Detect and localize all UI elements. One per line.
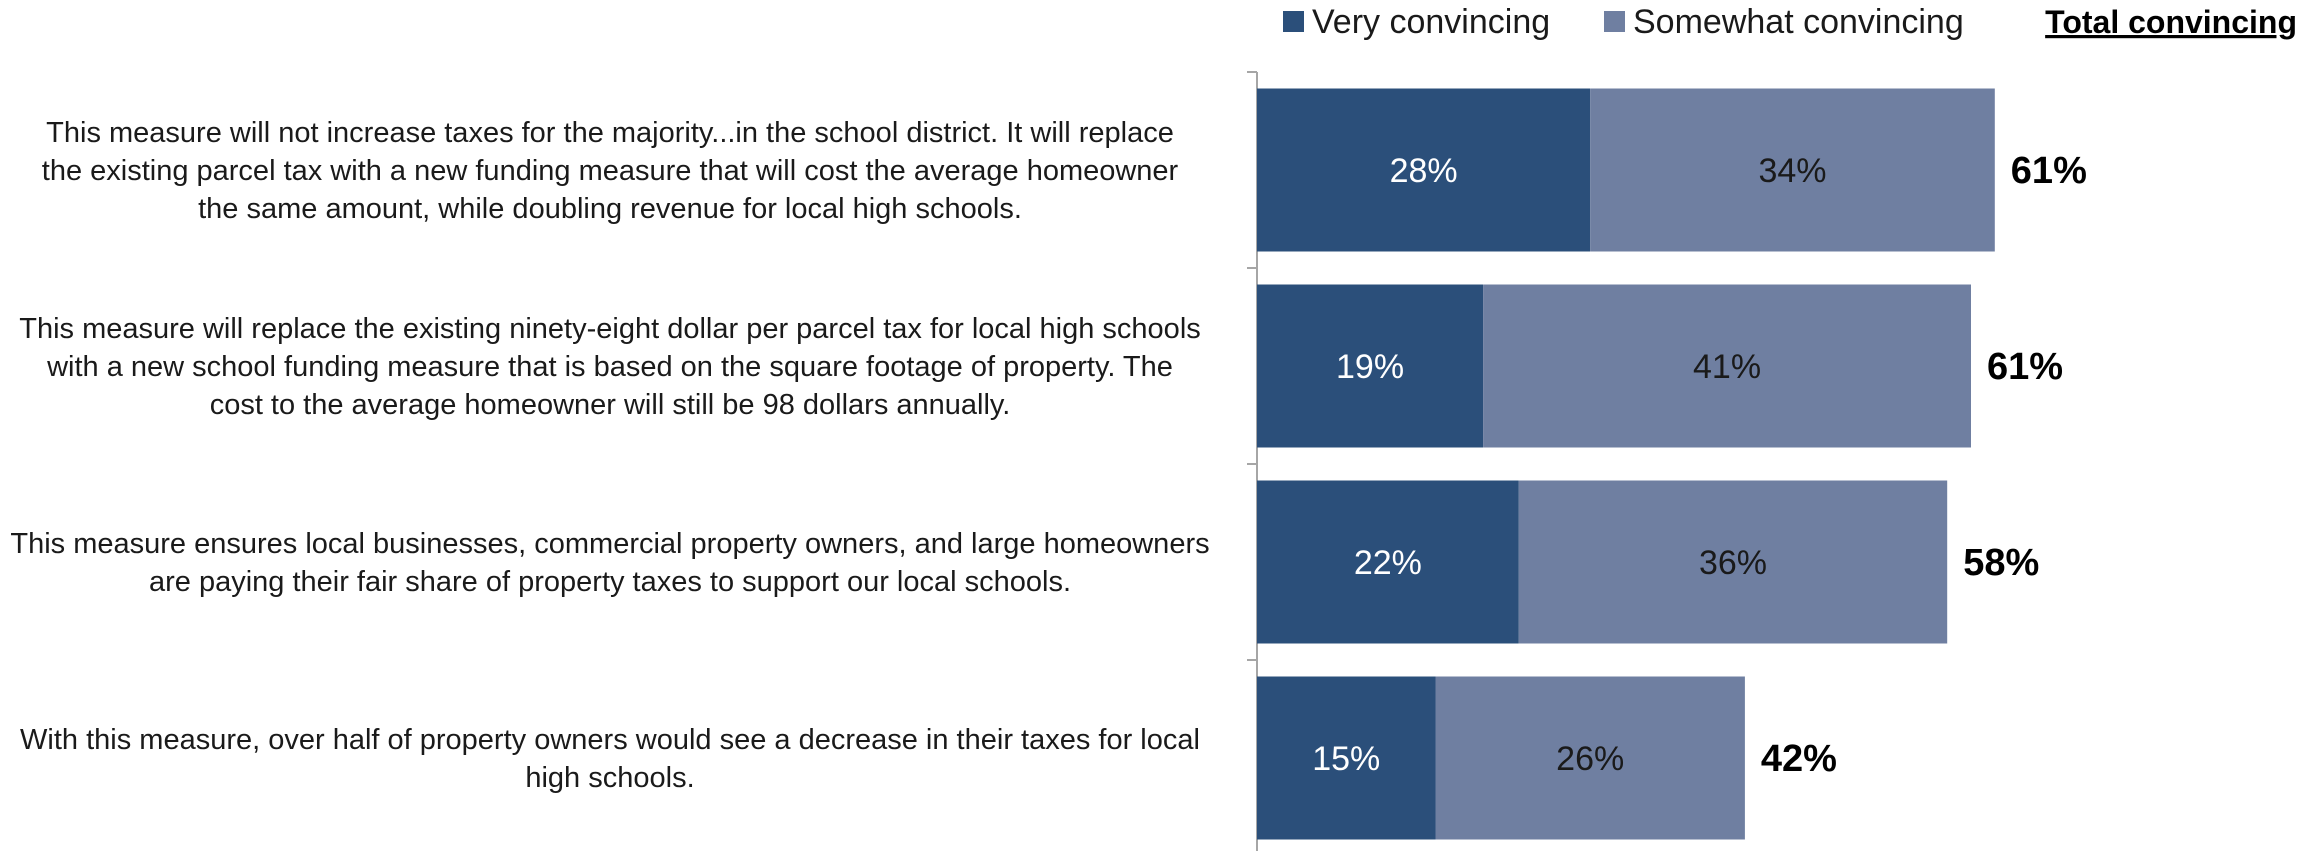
category-label-1-line-2: the existing parcel tax with a new fundi… <box>42 155 1179 187</box>
data-label-somewhat-2: 41% <box>1693 348 1761 386</box>
category-axis-ticks <box>1247 71 1257 661</box>
bar-very-2 <box>1257 284 1484 448</box>
legend-label-somewhat-convincing: Somewhat convincing <box>1633 3 1964 41</box>
total-label-2: 61% <box>1987 346 2063 388</box>
legend: Very convincing Somewhat convincing <box>1283 3 1964 41</box>
category-label-2-line-1: This measure will replace the existing n… <box>19 313 1201 345</box>
category-label-1-line-3: the same amount, while doubling revenue … <box>198 193 1022 225</box>
total-label-4: 42% <box>1761 738 1837 780</box>
category-label-3-line-2: are paying their fair share of property … <box>149 566 1071 598</box>
category-label-4-line-1: With this measure, over half of property… <box>20 724 1200 756</box>
legend-label-very-convincing: Very convincing <box>1312 3 1550 41</box>
bar-somewhat-2 <box>1483 284 1971 448</box>
data-label-very-2: 19% <box>1336 348 1404 386</box>
category-label-2-line-3: cost to the average homeowner will still… <box>210 389 1011 421</box>
data-label-somewhat-1: 34% <box>1758 152 1826 190</box>
legend-swatch-very-convincing <box>1283 11 1304 32</box>
category-label-1-line-1: This measure will not increase taxes for… <box>46 117 1174 149</box>
data-label-very-4: 15% <box>1312 740 1380 778</box>
total-label-3: 58% <box>1963 542 2039 584</box>
bar-very-1 <box>1257 88 1591 252</box>
bar-somewhat-1 <box>1590 88 1995 252</box>
bars: 28% 34% 61% 19% 41% 61% 22% 36% 58% 15% 26% 42% <box>1257 88 2087 840</box>
total-convincing-header: Total convincing <box>2045 4 2297 40</box>
data-label-somewhat-4: 26% <box>1556 740 1624 778</box>
category-label-2-line-2: with a new school funding measure that i… <box>46 351 1173 383</box>
bar-very-3 <box>1257 480 1519 644</box>
data-label-somewhat-3: 36% <box>1699 544 1767 582</box>
data-label-very-1: 28% <box>1390 152 1458 190</box>
legend-swatch-somewhat-convincing <box>1604 11 1625 32</box>
category-label-3-line-1: This measure ensures local businesses, c… <box>10 528 1209 560</box>
category-labels: This measure will not increase taxes for… <box>10 117 1209 794</box>
bar-very-4 <box>1257 676 1436 840</box>
bar-somewhat-4 <box>1435 676 1745 840</box>
category-label-4-line-2: high schools. <box>525 762 694 794</box>
total-label-1: 61% <box>2011 150 2087 192</box>
data-label-very-3: 22% <box>1354 544 1422 582</box>
bar-somewhat-3 <box>1518 480 1948 644</box>
